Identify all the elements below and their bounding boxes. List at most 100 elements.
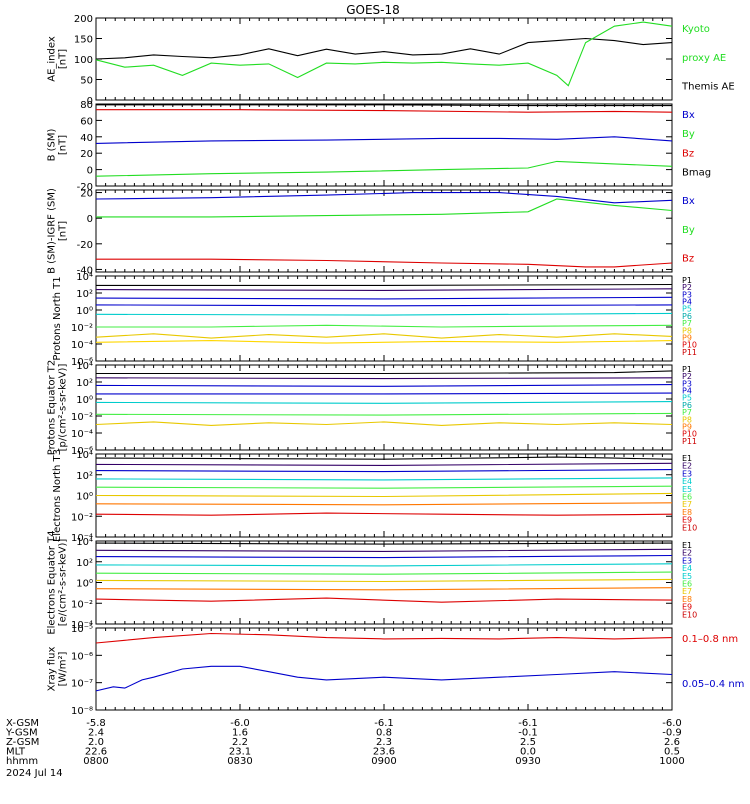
panel-8-y-tick-label: 10⁻⁶ (71, 651, 93, 662)
panel-7-legend-5: E5 (682, 572, 692, 581)
plot-title: GOES-18 (346, 3, 400, 17)
panel-6-series-3-line (95, 469, 673, 473)
panel-6-legend-10: E10 (682, 523, 697, 532)
panel-6-legend-9: E9 (682, 516, 692, 525)
x-axis-value: -6.1 (518, 718, 538, 729)
x-axis-value: -5.8 (86, 718, 106, 729)
panel-2-legend-2: By (682, 129, 695, 140)
panel-7-legend-1: E1 (682, 541, 692, 550)
panel-6-y-tick-label: 10⁻⁴ (71, 533, 93, 544)
panel-7-series-3-line (95, 554, 673, 559)
panel-1-series-1-line (95, 37, 673, 60)
panel-4-legend-3: P3 (682, 290, 692, 299)
panel-4-series-7-line (95, 333, 673, 339)
panel-5-y-tick-label: 10⁻² (71, 412, 93, 423)
x-axis-value: 2.2 (232, 737, 248, 748)
panel-2-series-4-line (95, 160, 673, 177)
panel-7-frame (95, 540, 673, 625)
panel-5-series-5-line (95, 401, 673, 404)
panel-7-y-tick-label: 10⁰ (76, 579, 93, 590)
panel-6-legend-6: E6 (682, 493, 692, 502)
panel-4-series-2-line (95, 288, 673, 291)
panel-1-y-label: [nT] (58, 49, 69, 69)
panel-4-y-tick-label: 10⁴ (76, 272, 93, 283)
panel-6-series-4-line (95, 477, 673, 481)
x-axis-value: 2.0 (88, 737, 104, 748)
panel-6-legend-4: E4 (682, 477, 692, 486)
panel-4-legend-1: P1 (682, 276, 692, 285)
panel-4-y-label: Protons North T1 (52, 276, 63, 360)
panel-3-y-tick-label: 0 (87, 214, 93, 225)
x-axis-value: 0.0 (520, 747, 536, 758)
panel-2-legend-1: Bx (682, 110, 695, 121)
panel-1-y-tick-label: 200 (74, 14, 93, 25)
panel-8-y-tick-label: 10⁻⁵ (71, 624, 93, 635)
panel-2-y-tick-label: 0 (87, 166, 93, 177)
panel-2-y-tick-label: 80 (80, 100, 93, 111)
panel-5-y-tick-label: 10⁴ (76, 361, 93, 372)
panel-4-series-3-line (95, 296, 673, 300)
panel-3-series-3-line (96, 258, 673, 268)
panel-5-legend-9: P9 (682, 422, 692, 431)
x-axis-value: 0.5 (664, 747, 680, 758)
panel-5-series-7-line (95, 421, 673, 426)
panel-8-y-label: [W/m²] (58, 651, 69, 686)
panel-6-series-2-line (95, 462, 673, 466)
panel-7-y-label: [e/(cm²-s-sr-keV)] (58, 539, 69, 627)
x-axis-value: 0930 (515, 756, 540, 767)
panel-3-y-label: [nT] (58, 221, 69, 241)
x-axis-value: 2.5 (520, 737, 536, 748)
x-axis-value: -0.9 (662, 728, 682, 739)
panel-4-y-tick-label: 10⁰ (76, 306, 93, 317)
panel-7-y-label: Electrons Equator T4 (47, 530, 58, 634)
panel-8-y-tick-label: 10⁻⁷ (71, 679, 93, 690)
x-axis-row-label: Z-GSM (6, 737, 39, 748)
panel-7-y-tick-label: 10⁻² (71, 599, 93, 610)
panel-2-series-3-line (95, 136, 673, 144)
panel-4-y-tick-label: 10⁻² (71, 323, 93, 334)
panel-3-legend-3: Bz (682, 254, 694, 265)
x-axis-value: 23.6 (373, 747, 395, 758)
x-axis-value: 1.6 (232, 728, 248, 739)
x-axis-value: -6.0 (230, 718, 250, 729)
panel-3-y-tick-label: 20 (80, 189, 93, 200)
panel-7-legend-4: E4 (682, 564, 692, 573)
panel-4-legend-2: P2 (682, 283, 692, 292)
x-axis-value: 0830 (227, 756, 252, 767)
panel-5-legend-8: P8 (682, 415, 692, 424)
panel-2-y-tick-label: 40 (80, 133, 93, 144)
panel-2-y-label: [nT] (58, 135, 69, 155)
panel-6-series-8-line (95, 512, 673, 516)
panel-1-frame (95, 17, 673, 101)
panel-6-series-6-line (95, 492, 673, 498)
panel-5-y-tick-label: 10⁻⁶ (71, 446, 93, 457)
panel-5-legend-5: P5 (682, 394, 692, 403)
panel-4-legend-11: P11 (682, 348, 697, 357)
panel-8-legend-2: 0.05–0.4 nm (682, 679, 744, 690)
panel-3-y-label: B (SM)-IGRF (SM) (47, 188, 58, 274)
x-axis-value: -6.0 (662, 718, 682, 729)
panel-4-legend-8: P8 (682, 326, 692, 335)
panel-5-legend-10: P10 (682, 430, 697, 439)
panel-7-y-tick-label: 10⁻⁴ (71, 620, 93, 631)
panel-5-series-3-line (95, 384, 673, 387)
panel-4-legend-4: P4 (682, 298, 692, 307)
panel-7-y-tick-label: 10² (76, 558, 93, 569)
panel-6-legend-7: E7 (682, 500, 692, 509)
panel-2-series-1-line (96, 104, 672, 107)
panel-4-series-5-line (95, 312, 673, 316)
x-axis-value: 0800 (83, 756, 108, 767)
panel-4-series-1-line (96, 283, 673, 286)
panel-7-legend-6: E6 (682, 580, 692, 589)
panel-5-legend-2: P2 (682, 372, 692, 381)
panel-7-series-1-line (95, 542, 673, 545)
panel-7-series-7-line (95, 587, 673, 591)
panel-6-legend-2: E2 (682, 462, 692, 471)
panel-4-legend-9: P9 (682, 333, 692, 342)
x-axis-row-label: hhmm (6, 756, 38, 767)
panel-1-legend-1: Kyoto (682, 24, 710, 35)
panel-5-y-tick-label: 10² (76, 378, 93, 389)
panel-2-legend-3: Bz (682, 148, 694, 159)
panel-2-legend-4: Bmag (682, 168, 711, 179)
panel-1-y-tick-label: 150 (74, 35, 93, 46)
